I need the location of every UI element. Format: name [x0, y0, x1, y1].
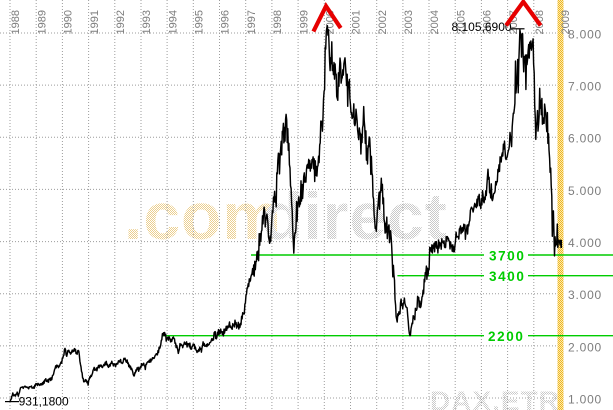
- svg-text:2003: 2003: [403, 10, 415, 34]
- svg-text:1995: 1995: [194, 10, 206, 34]
- svg-text:2009: 2009: [560, 10, 572, 34]
- svg-text:7.000: 7.000: [568, 80, 602, 94]
- svg-text:8.000: 8.000: [568, 27, 602, 41]
- svg-text:6.000: 6.000: [568, 132, 602, 146]
- svg-text:4.000: 4.000: [568, 236, 602, 250]
- svg-text:2004: 2004: [429, 10, 441, 34]
- svg-text:1993: 1993: [141, 10, 153, 34]
- svg-text:1989: 1989: [36, 10, 48, 34]
- svg-text:931,1800: 931,1800: [19, 395, 69, 409]
- svg-text:3.000: 3.000: [568, 288, 602, 302]
- svg-text:5.000: 5.000: [568, 184, 602, 198]
- svg-text:2006: 2006: [482, 10, 494, 34]
- svg-text:2002: 2002: [377, 10, 389, 34]
- svg-text:2.000: 2.000: [568, 340, 602, 354]
- svg-text:.com: .com: [124, 179, 282, 253]
- svg-text:2001: 2001: [351, 10, 363, 34]
- svg-text:1999: 1999: [298, 10, 310, 34]
- svg-text:3400: 3400: [489, 269, 525, 284]
- svg-text:1997: 1997: [246, 10, 258, 34]
- svg-text:1992: 1992: [115, 10, 127, 34]
- svg-text:1.000: 1.000: [568, 392, 602, 406]
- svg-text:8.105,6900: 8.105,6900: [452, 20, 512, 34]
- svg-text:1988: 1988: [10, 10, 22, 34]
- svg-text:1994: 1994: [167, 10, 179, 34]
- svg-text:2005: 2005: [455, 10, 467, 34]
- svg-text:1991: 1991: [89, 10, 101, 34]
- svg-text:1996: 1996: [220, 10, 232, 34]
- svg-text:2200: 2200: [488, 329, 524, 344]
- svg-text:1990: 1990: [63, 10, 75, 34]
- svg-text:3700: 3700: [489, 248, 525, 263]
- svg-text:1998: 1998: [272, 10, 284, 34]
